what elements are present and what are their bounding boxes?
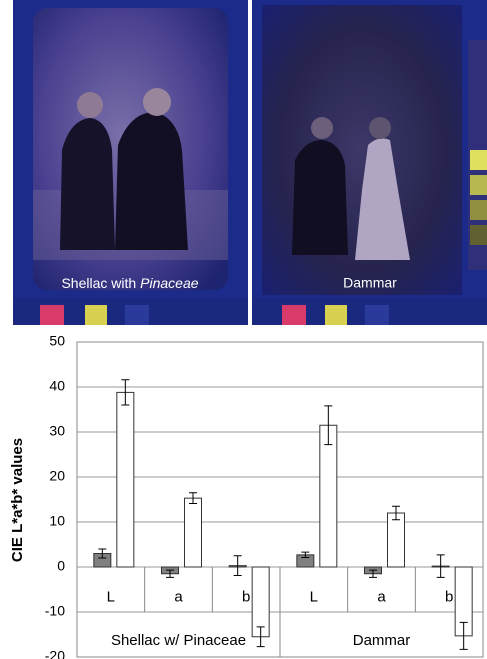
- bar: [388, 513, 405, 567]
- x-tick-label: a: [377, 588, 386, 605]
- caption-italic: Pinaceae: [140, 275, 199, 291]
- y-tick-label: 20: [49, 468, 65, 484]
- y-tick-label: 50: [49, 333, 65, 349]
- x-tick-label: a: [174, 588, 183, 605]
- y-tick-label: -10: [45, 603, 65, 619]
- figure: Shellac withPinaceae Dammar CIE L*a*b* v…: [0, 0, 487, 659]
- bar: [252, 567, 269, 637]
- y-axis-label: CIE L*a*b* values: [9, 438, 26, 562]
- group-label: Shellac w/ Pinaceae: [111, 632, 246, 649]
- bar: [185, 498, 202, 567]
- photo-right: Dammar: [252, 0, 487, 325]
- group-label: Dammar: [353, 632, 411, 649]
- y-tick-label: 0: [57, 558, 65, 574]
- y-tick-label: 40: [49, 378, 65, 394]
- x-tick-label: b: [445, 588, 453, 605]
- photo-caption: Dammar: [343, 275, 397, 291]
- bar: [117, 392, 134, 567]
- y-tick-label: 30: [49, 423, 65, 439]
- y-tick-label: -20: [45, 648, 65, 659]
- y-tick-label: 10: [49, 513, 65, 529]
- caption-text: Shellac with: [61, 275, 136, 291]
- x-tick-label: L: [310, 588, 318, 605]
- x-tick-label: b: [242, 588, 250, 605]
- bar: [320, 425, 337, 567]
- x-tick-label: L: [107, 588, 115, 605]
